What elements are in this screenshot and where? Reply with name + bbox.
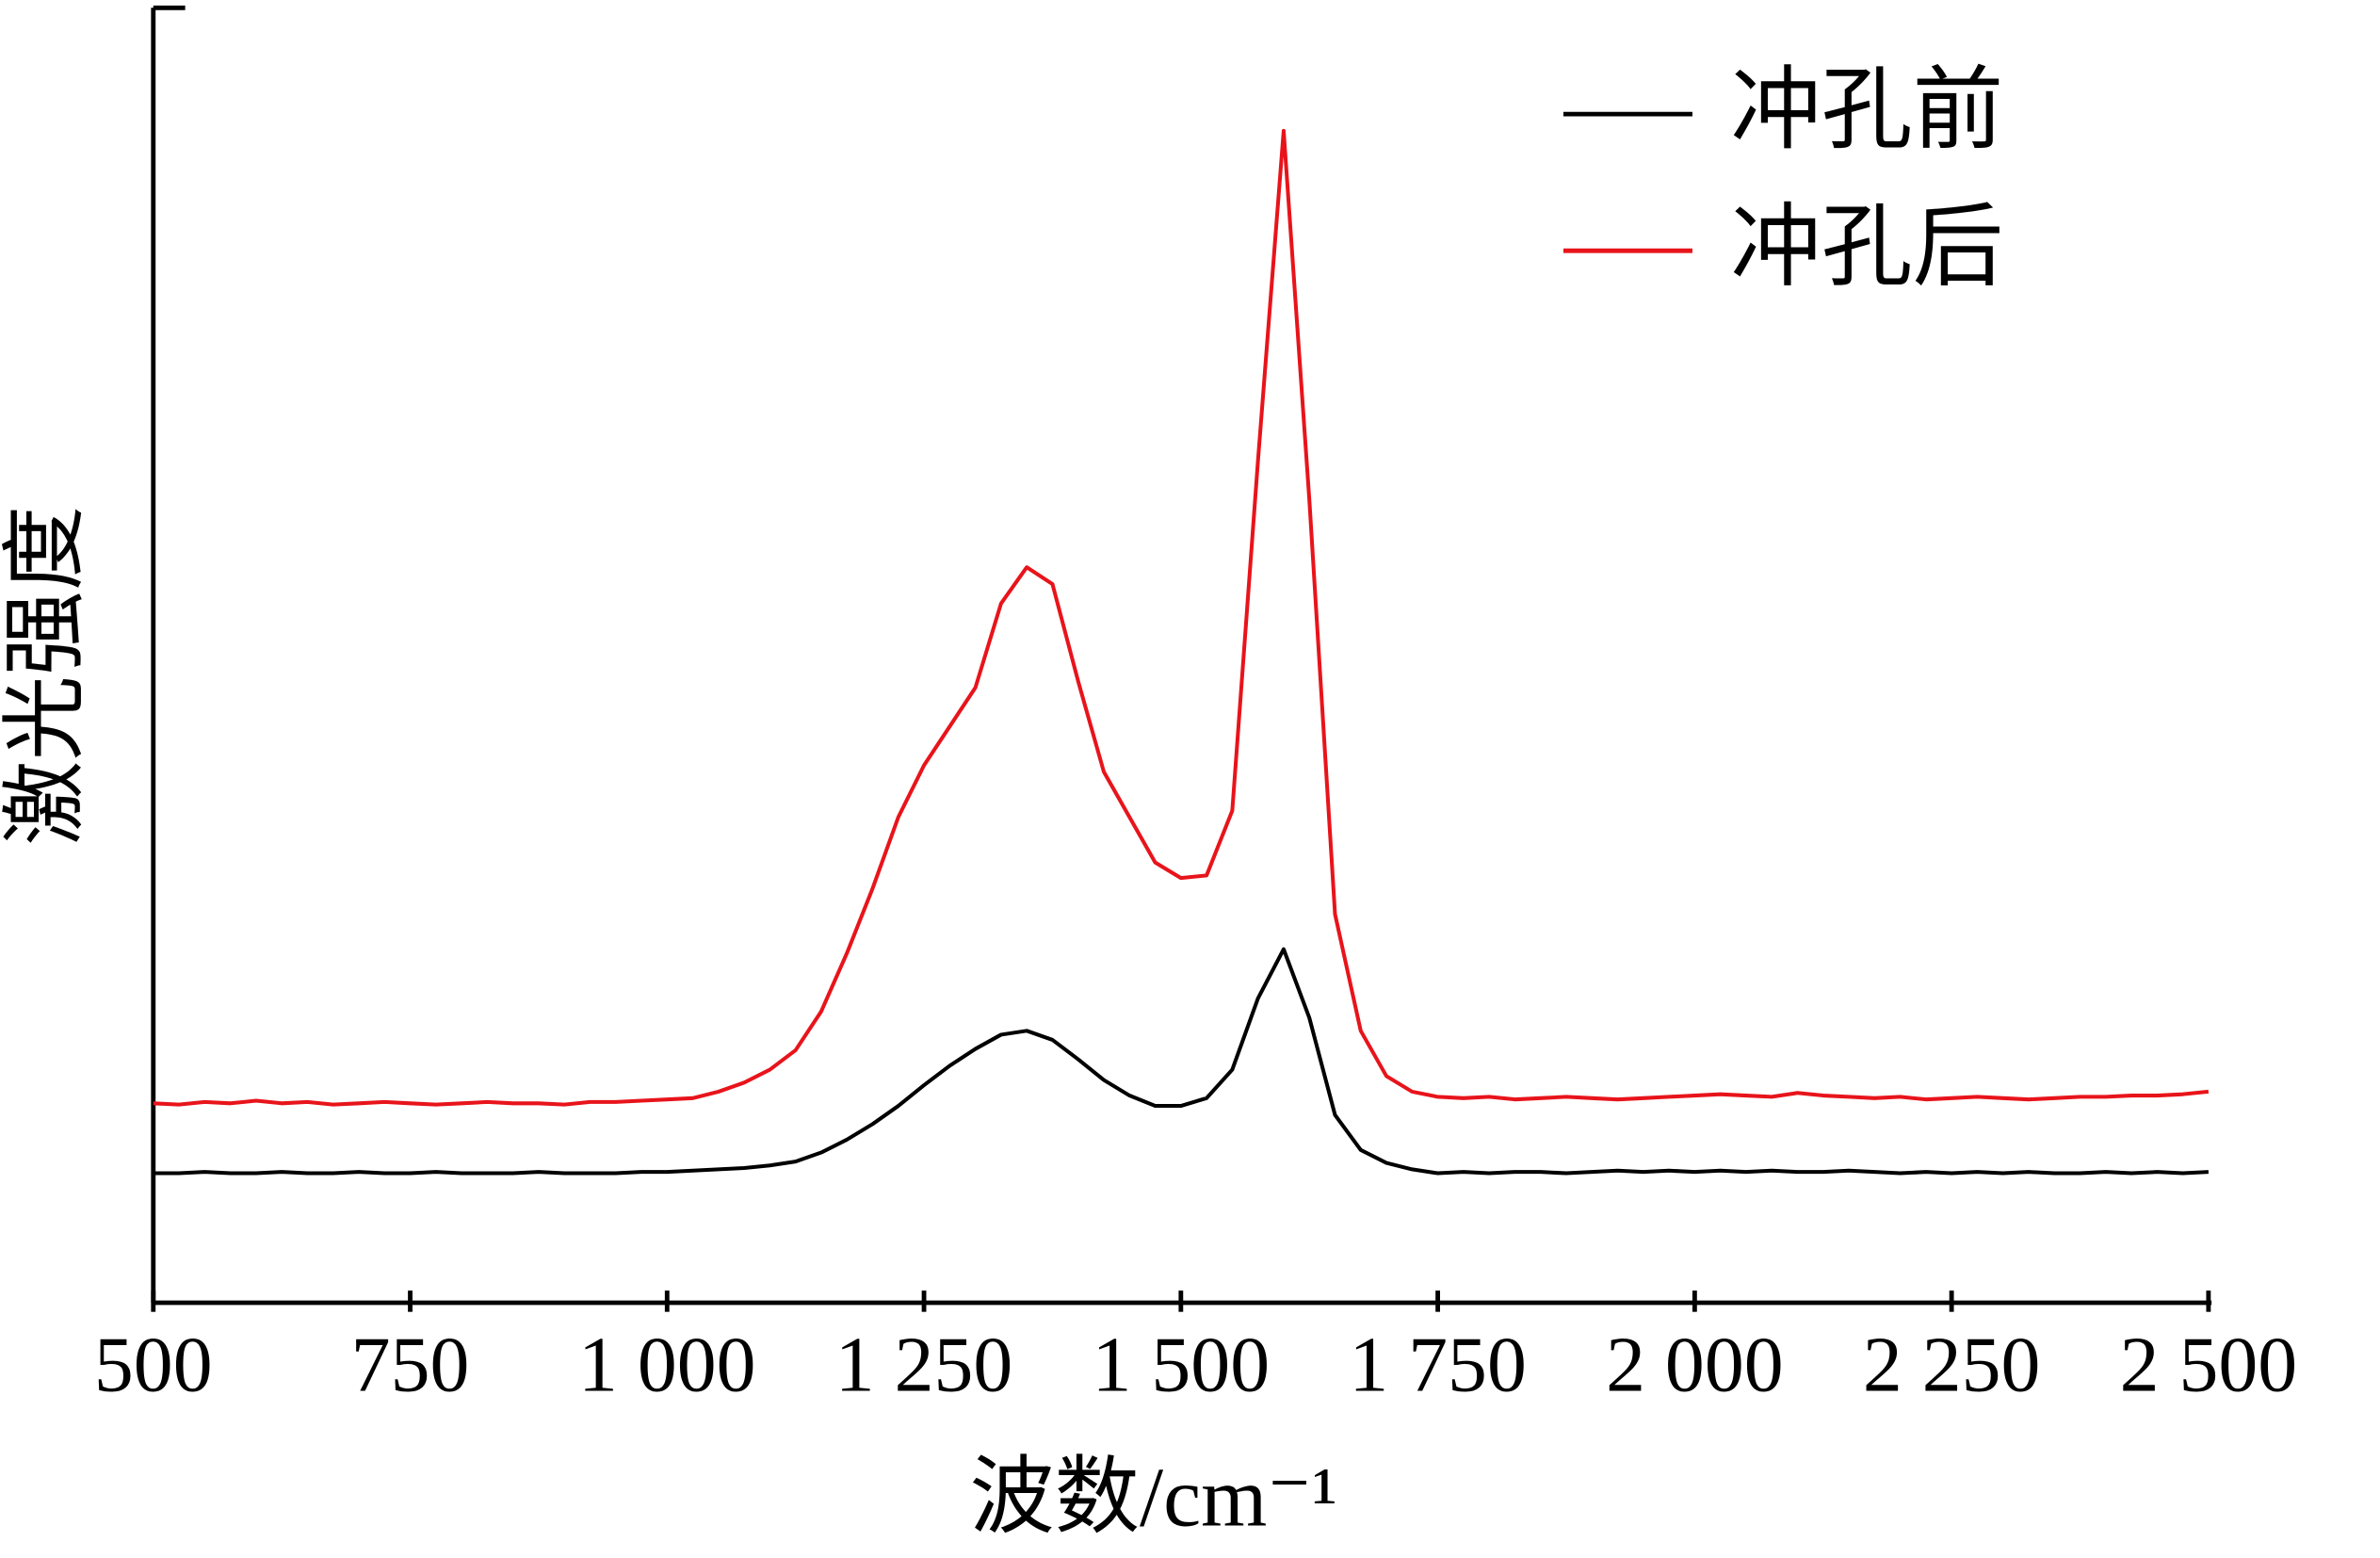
x-tick-label: 2 000 [1606,1321,1784,1408]
x-tick-label: 1 750 [1349,1321,1527,1408]
x-tick-label: 2 250 [1863,1321,2041,1408]
legend-label: 冲孔前 [1730,60,2003,161]
x-tick-label: 1 500 [1093,1321,1271,1408]
x-tick-label: 500 [94,1321,213,1408]
data-line [153,947,2209,1176]
legend-label: 冲孔后 [1730,197,2003,298]
x-tick-label: 2 500 [2120,1321,2298,1408]
x-tick-label: 1 250 [835,1321,1013,1408]
y-axis-label: 激光强度 [0,506,93,846]
x-tick-label: 750 [351,1321,470,1408]
x-tick-label: 1 000 [578,1321,756,1408]
data-line [153,128,2210,1107]
x-axis-label: 波数/cm⁻¹ [970,1451,1338,1545]
